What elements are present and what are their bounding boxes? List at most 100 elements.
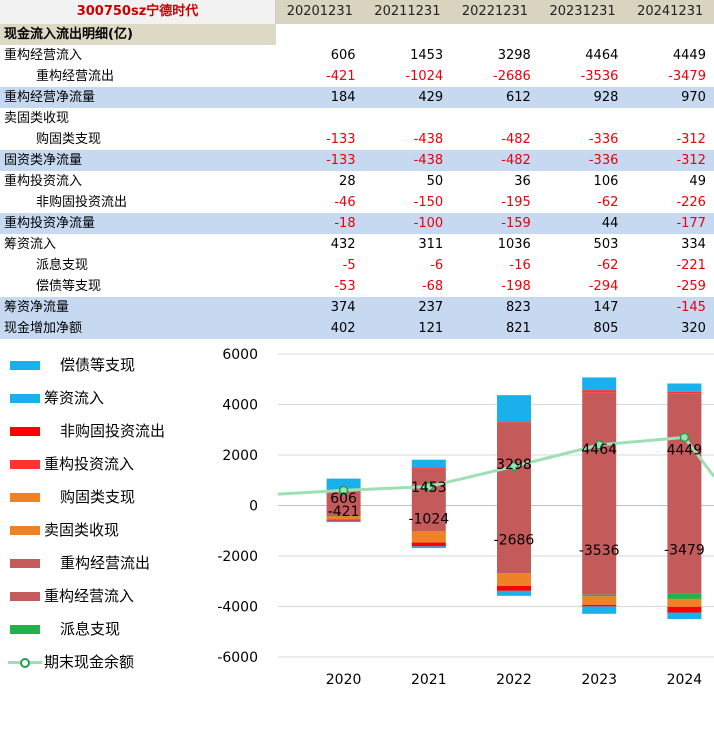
row-value: 4464 <box>585 48 619 63</box>
row-value: 374 <box>330 300 356 315</box>
row-value: -150 <box>413 195 444 210</box>
x-tick-label: 2020 <box>326 672 362 688</box>
row-value: -259 <box>676 279 706 294</box>
table-header-row: 300750sz宁德时代 20201231 20211231 20221231 … <box>0 0 714 24</box>
line-point <box>594 440 604 450</box>
y-tick-label: 2000 <box>222 448 258 464</box>
x-tick-label: 2022 <box>496 672 532 688</box>
row-value: -482 <box>501 153 531 168</box>
row-value: -100 <box>413 216 444 231</box>
table-row: 非购固投资流出 -46 -150 -195 -62 -226 <box>0 192 714 213</box>
table-row: 重构经营流入 606 1453 3298 4464 4449 <box>0 45 714 66</box>
bar-segment <box>667 593 702 599</box>
legend-swatch <box>10 559 40 568</box>
row-value: 3298 <box>497 48 531 63</box>
row-value: -195 <box>501 195 531 210</box>
row-value <box>451 108 539 129</box>
table-row: 派息支现 -5 -6 -16 -62 -221 <box>0 255 714 276</box>
row-value: -159 <box>501 216 531 231</box>
row-value: 1453 <box>410 48 444 63</box>
row-value: -221 <box>676 258 706 273</box>
bar-segment <box>326 490 361 506</box>
bar-segment <box>582 606 617 614</box>
chart-area: 偿债等支现 筹资流入 非购固投资流出 重构投资流入 购固类支现 卖固类收现 重构经营流出 重构… <box>0 344 714 738</box>
bar-segment <box>411 542 446 547</box>
row-value: -18 <box>334 216 356 231</box>
bar-segment <box>667 598 702 607</box>
row-value: 432 <box>330 237 356 252</box>
row-value: -46 <box>334 195 356 210</box>
legend-item: 购固类支现 <box>0 486 276 508</box>
row-value: -438 <box>413 153 444 168</box>
bar-segment <box>667 393 702 506</box>
legend-swatch <box>10 625 40 634</box>
row-label: 重构投资净流量 <box>4 216 96 231</box>
row-value: 121 <box>418 321 444 336</box>
data-label: 4464 <box>581 442 617 458</box>
bar-segment <box>326 520 361 523</box>
row-value: 36 <box>514 174 531 189</box>
legend-swatch <box>10 592 40 601</box>
table-row: 偿债等支现 -53 -68 -198 -294 -259 <box>0 276 714 297</box>
table-row: 筹资流入 432 311 1036 503 334 <box>0 234 714 255</box>
y-tick-label: 0 <box>249 499 258 515</box>
legend-item: 派息支现 <box>0 618 276 640</box>
row-value: -133 <box>326 132 356 147</box>
x-tick-label: 2021 <box>411 672 447 688</box>
row-label: 购固类支现 <box>36 132 102 147</box>
bar-segment <box>326 516 361 520</box>
row-label: 筹资净流量 <box>4 300 70 315</box>
legend-item: 非购固投资流出 <box>0 420 276 442</box>
row-value: 503 <box>593 237 619 252</box>
table-row: 固资类净流量 -133 -438 -482 -336 -312 <box>0 150 714 171</box>
bar-segment <box>497 421 531 423</box>
year-header: 20231231 <box>538 0 627 24</box>
row-value: -62 <box>597 195 619 210</box>
legend-item: 期末现金余额 <box>0 651 276 673</box>
row-value: 311 <box>418 237 444 252</box>
year-header: 20221231 <box>451 0 539 24</box>
legend-item: 重构投资流入 <box>0 453 276 475</box>
legend-label: 重构经营流出 <box>60 554 151 572</box>
bar-segment <box>667 383 702 392</box>
legend-item: 重构经营流出 <box>0 552 276 574</box>
stock-title: 300750sz宁德时代 <box>0 0 276 24</box>
y-tick-label: -4000 <box>217 600 258 616</box>
section-fill <box>276 24 714 45</box>
row-value: -482 <box>501 132 531 147</box>
data-label: -1024 <box>408 511 449 527</box>
row-label: 重构经营流入 <box>4 48 83 63</box>
data-label: 4449 <box>667 442 703 458</box>
legend-swatch <box>10 493 40 502</box>
row-value <box>276 108 364 129</box>
row-value: -3479 <box>668 69 706 84</box>
row-value: -68 <box>421 279 444 294</box>
legend-label: 期末现金余额 <box>44 653 135 671</box>
row-label: 非购固投资流出 <box>36 195 128 210</box>
bar-segment <box>497 590 531 596</box>
data-label: -3536 <box>579 543 620 559</box>
row-value: -62 <box>597 258 619 273</box>
legend-swatch <box>10 460 40 469</box>
row-value: 805 <box>593 321 619 336</box>
section-title-row: 现金流入流出明细(亿) <box>0 24 714 45</box>
table-row: 卖固类收现 <box>0 108 714 129</box>
legend-item: 卖固类收现 <box>0 519 276 541</box>
legend-swatch <box>10 361 40 370</box>
row-label: 卖固类收现 <box>4 111 70 126</box>
bar-segment <box>497 573 531 574</box>
row-value: 50 <box>426 174 444 189</box>
row-value: -421 <box>326 69 356 84</box>
row-value: -53 <box>334 279 356 294</box>
row-value: -6 <box>430 258 444 273</box>
row-label: 偿债等支现 <box>36 279 102 294</box>
legend-item: 筹资流入 <box>0 387 276 409</box>
legend-label: 派息支现 <box>60 620 121 638</box>
row-value: -2686 <box>493 69 531 84</box>
row-value: -5 <box>342 258 356 273</box>
row-value: 49 <box>689 174 706 189</box>
legend-item: 偿债等支现 <box>0 354 276 376</box>
y-tick-label: -2000 <box>217 549 258 565</box>
row-value: -312 <box>676 132 706 147</box>
row-value <box>626 108 714 129</box>
